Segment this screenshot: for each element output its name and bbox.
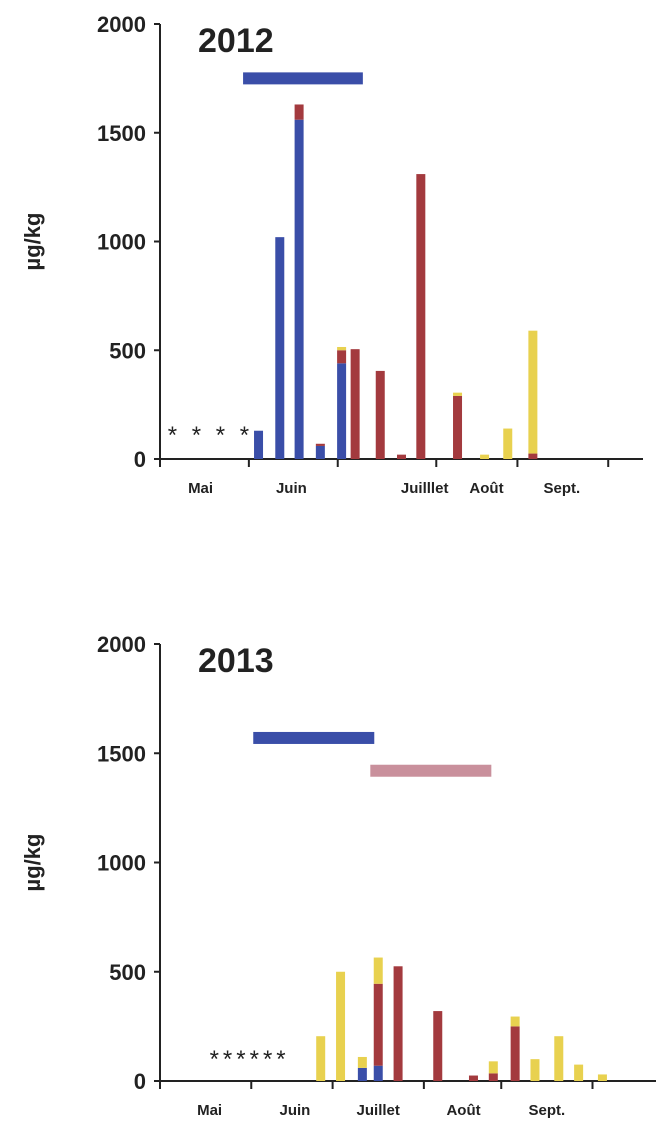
x-tick-label: Mai	[188, 480, 213, 497]
x-tick-label: Mai	[197, 1102, 222, 1119]
bar-segment-red	[488, 1073, 498, 1081]
period-bar-blue	[243, 72, 363, 85]
bar-segment-blue	[315, 445, 325, 459]
bar-segment-red	[373, 983, 383, 1066]
bar-segment-red	[337, 350, 347, 364]
asterisks: ******	[210, 1046, 290, 1073]
y-tick-label: 0	[134, 1069, 146, 1094]
bar-segment-yellow	[480, 454, 490, 459]
period-bar-pink	[370, 764, 492, 777]
bar-segment-red	[375, 370, 385, 459]
y-axis-label: µg/kg	[20, 213, 45, 271]
bar-segment-yellow	[530, 1059, 540, 1081]
bar-segment-yellow	[510, 1016, 520, 1027]
bar-segment-red	[393, 966, 403, 1081]
bar-segment-blue	[373, 1065, 383, 1081]
y-tick-label: 2000	[97, 12, 146, 37]
bar-segment-red	[315, 443, 325, 446]
bar-segment-yellow	[528, 330, 538, 454]
y-axis-label: µg/kg	[20, 834, 45, 892]
bar-segment-yellow	[554, 1036, 564, 1081]
bar-segment-blue	[254, 430, 264, 459]
bar-segment-red	[528, 453, 538, 459]
y-tick-label: 1000	[97, 851, 146, 876]
x-tick-label: Sept.	[544, 480, 581, 497]
bar-segment-yellow	[574, 1064, 584, 1081]
y-tick-label: 1000	[97, 230, 146, 255]
y-tick-label: 2000	[97, 632, 146, 657]
bar-segment-red	[468, 1075, 478, 1081]
bar-segment-blue	[275, 237, 285, 459]
bar-segment-red	[416, 174, 426, 459]
x-tick-label: Août	[469, 480, 503, 497]
bar-segment-yellow	[336, 971, 346, 1081]
x-tick-label: Juilllet	[401, 480, 449, 497]
bar-segment-blue	[357, 1067, 367, 1081]
bar-segment-blue	[337, 363, 347, 459]
chart-title: 2013	[198, 642, 274, 680]
x-tick-label: Juin	[279, 1102, 310, 1119]
bar-segment-red	[433, 1011, 443, 1081]
bar-segment-red	[397, 454, 406, 459]
y-tick-label: 500	[109, 338, 146, 363]
bar-segment-yellow	[357, 1056, 367, 1068]
asterisks: * * * *	[168, 422, 253, 449]
x-tick-label: Août	[446, 1102, 480, 1119]
bar-segment-blue	[294, 119, 304, 459]
bar-segment-red	[510, 1026, 520, 1081]
y-tick-label: 500	[109, 960, 146, 985]
x-tick-label: Sept.	[529, 1102, 566, 1119]
bar-segment-yellow	[488, 1061, 498, 1074]
period-bar-blue	[253, 731, 375, 744]
x-tick-label: Juin	[276, 480, 307, 497]
y-tick-label: 1500	[97, 741, 146, 766]
bar-segment-red	[453, 395, 463, 459]
bar-segment-yellow	[503, 428, 513, 459]
bar-segment-yellow	[453, 392, 463, 396]
bar-segment-yellow	[337, 346, 347, 351]
chart-title: 2012	[198, 22, 274, 60]
bar-segment-yellow	[597, 1074, 607, 1081]
y-tick-label: 1500	[97, 121, 146, 146]
bar-segment-yellow	[373, 957, 383, 984]
x-tick-label: Juillet	[357, 1102, 400, 1119]
y-tick-label: 0	[134, 447, 146, 472]
chart-2013: 0 500 1000 1500 2000 µg/kg Mai Juin Juillet Août S…	[20, 632, 656, 1119]
bar-segment-yellow	[316, 1036, 326, 1081]
bar-segment-red	[294, 104, 304, 120]
chart-2012: 0 500 1000 1500 2000 µg/kg Mai Juin Juilllet Août…	[20, 12, 643, 497]
bar-segment-red	[350, 349, 360, 459]
